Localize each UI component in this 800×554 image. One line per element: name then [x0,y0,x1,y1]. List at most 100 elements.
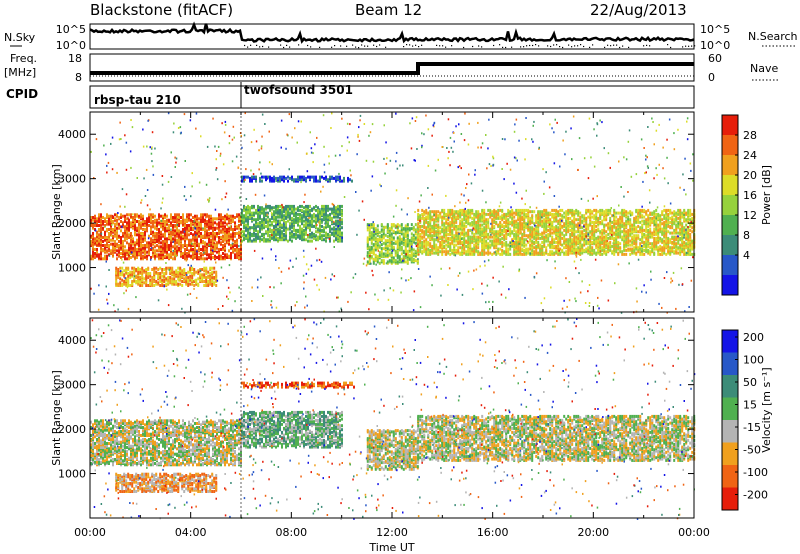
heatmap-cell [203,273,206,277]
heatmap-cell [259,228,261,232]
heatmap-cell [523,208,526,212]
heatmap-cell [559,227,562,231]
heatmap-cell [511,216,514,220]
heatmap-cell [212,221,214,225]
heatmap-cell [563,239,566,243]
heatmap-cell [151,276,154,279]
heatmap-cell [557,222,560,226]
heatmap-cell [184,241,186,245]
heatmap-cell [161,274,164,278]
heatmap-cell [158,217,160,221]
heatmap-cell [201,277,204,281]
heatmap-cell [529,210,532,214]
heatmap-cell [421,235,424,239]
heatmap-cell [281,178,283,182]
heatmap-cell [529,243,532,247]
heatmap-cell [297,219,299,223]
heatmap-cell [108,228,110,231]
heatmap-cell [569,246,572,250]
heatmap-cell [186,217,188,221]
heatmap-cell [178,246,180,250]
heatmap-cell [439,230,442,234]
heatmap-cell [313,215,315,219]
heatmap-cell [299,224,301,228]
heatmap-cell [234,248,236,251]
heatmap-cell [372,248,375,252]
heatmap-cell [382,232,385,236]
heatmap-cell [124,217,126,221]
heatmap-cell [455,220,458,224]
heatmap-cell [220,257,222,261]
heatmap-cell [561,236,564,240]
heatmap-cell [144,238,146,242]
heatmap-cell [384,239,387,243]
heatmap-cell [245,223,247,227]
heatmap-cell [241,211,243,215]
heatmap-cell [151,281,154,285]
heatmap-cell [412,248,415,252]
heatmap-cell [565,252,568,256]
heatmap-cell [435,246,438,250]
heatmap-cell [142,220,144,223]
heatmap-cell [437,234,440,238]
heatmap-cell [451,216,454,220]
cpid-strip-frame [89,85,695,109]
heatmap-cell [557,238,560,242]
heatmap-cell [591,224,594,228]
nsearch-point [334,45,336,47]
heatmap-cell [211,270,214,274]
heatmap-cell [140,252,142,255]
heatmap-cell [194,214,196,218]
heatmap-cell [449,242,452,246]
heatmap-cell [130,256,132,259]
heatmap-cell [417,238,420,242]
nsearch-point [445,46,447,48]
heatmap-cell [396,223,399,227]
heatmap-cell [138,244,140,247]
heatmap-cell [321,210,323,214]
heatmap-cell [188,224,190,227]
heatmap-cell [129,270,132,274]
heatmap-cell [368,237,371,241]
heatmap-cell [487,208,490,212]
heatmap-cell [414,236,417,240]
heatmap-cell [167,278,170,282]
heatmap-cell [190,238,192,242]
heatmap-cell [425,242,428,246]
heatmap-cell [421,216,424,220]
heatmap-cell [136,229,138,233]
heatmap-cell [317,216,319,220]
heatmap-cell [473,243,476,247]
nave-tick-top: 60 [708,52,722,65]
heatmap-cell [146,241,148,245]
heatmap-cell [273,235,275,239]
heatmap-cell [289,231,291,235]
heatmap-cell [157,281,160,285]
heatmap-cell [309,204,311,208]
heatmap-cell [177,277,180,281]
heatmap-cell [265,220,267,224]
heatmap-cell [216,222,218,226]
heatmap-cell [455,231,458,235]
heatmap-cell [207,284,210,287]
heatmap-cell [517,238,520,242]
heatmap-cell [575,252,578,256]
heatmap-cell [423,230,426,234]
heatmap-cell [116,226,118,230]
heatmap-cell [150,213,152,217]
heatmap-cell [173,277,176,281]
heatmap-cell [497,247,500,251]
nsearch-point [520,46,522,48]
heatmap-cell [158,221,160,225]
heatmap-cell [539,236,542,240]
heatmap-cell [537,223,540,227]
heatmap-cell [333,232,335,236]
heatmap-cell [378,253,381,257]
heatmap-cell [487,212,490,216]
heatmap-cell [317,227,319,231]
heatmap-cell [585,227,588,231]
heatmap-cell [585,222,588,226]
heatmap-cell [273,215,275,219]
heatmap-cell [535,238,538,242]
heatmap-cell [253,211,255,215]
